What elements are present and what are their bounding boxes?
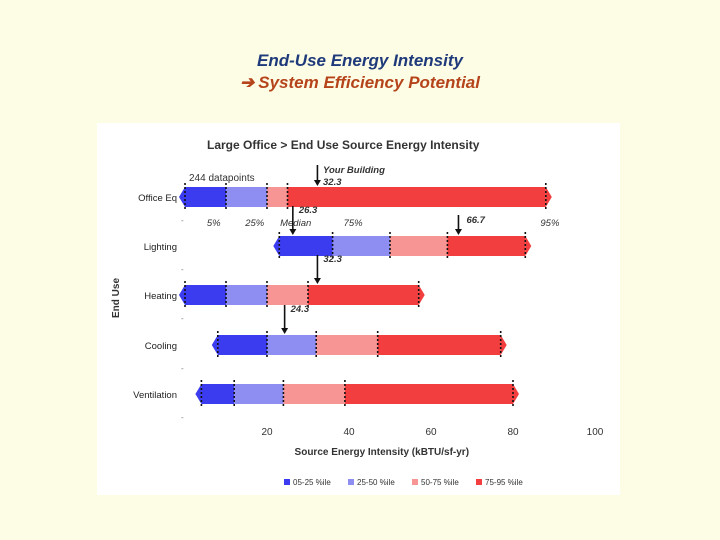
bar-segment-3: [267, 187, 288, 207]
category-label: Ventilation: [133, 390, 177, 401]
bar-right-arrow: [418, 285, 425, 305]
your-building-arrow-head: [313, 278, 321, 284]
your-building-arrow-head: [289, 229, 297, 235]
bar-segment-4: [447, 236, 526, 256]
your-building-value: 32.3: [323, 177, 342, 188]
your-building-arrow-head: [281, 328, 289, 334]
legend-swatch: [412, 479, 418, 485]
bar-segment-1: [185, 285, 226, 305]
legend-entry: 50-75 %ile: [421, 478, 459, 487]
bar-segment-2: [226, 187, 267, 207]
category-label: Heating: [144, 291, 177, 302]
your-building-value: 24.3: [290, 304, 310, 315]
legend-swatch: [476, 479, 482, 485]
x-tick-label: 20: [261, 427, 273, 438]
bar-segment-4: [344, 384, 513, 404]
bar-right-arrow: [513, 384, 519, 404]
bar-segment-2: [234, 384, 284, 404]
bar-segment-1: [217, 335, 267, 355]
x-axis-label: Source Energy Intensity (kBTU/sf-yr): [295, 447, 469, 458]
row-tick: -: [181, 216, 184, 225]
bar-right-arrow: [500, 335, 507, 355]
bar-segment-1: [279, 236, 333, 256]
x-tick-label: 100: [587, 427, 604, 438]
percentile-label: 25%: [244, 218, 265, 229]
marker-arrow-head: [454, 229, 462, 235]
bar-left-arrow: [179, 285, 185, 305]
category-label: Cooling: [145, 341, 177, 352]
bar-segment-3: [316, 335, 378, 355]
row-tick: -: [181, 314, 184, 323]
x-tick-label: 80: [507, 427, 519, 438]
bar-segment-3: [390, 236, 448, 256]
category-label: Office Eq: [138, 193, 177, 204]
bar-right-arrow: [525, 236, 532, 256]
legend-entry: 25-50 %ile: [357, 478, 395, 487]
chart-title: Large Office > End Use Source Energy Int…: [207, 138, 480, 152]
row-tick: -: [181, 413, 184, 422]
percentile-label: 5%: [207, 218, 221, 229]
marker-value-label: 66.7: [466, 215, 485, 226]
bar-segment-3: [267, 285, 308, 305]
bar-segment-2: [226, 285, 267, 305]
x-tick-label: 60: [425, 427, 437, 438]
percentile-label: 95%: [540, 218, 560, 229]
bar-segment-2: [267, 335, 317, 355]
right-arrow-icon: ➔: [240, 73, 255, 92]
percentile-label: 75%: [344, 218, 364, 229]
slide-title-line2-text: System Efficiency Potential: [258, 73, 480, 92]
chart-panel: Large Office > End Use Source Energy Int…: [97, 123, 620, 495]
category-label: Lighting: [144, 242, 177, 253]
bar-left-arrow: [195, 384, 202, 404]
bar-segment-3: [283, 384, 345, 404]
bar-left-arrow: [273, 236, 280, 256]
legend-entry: 75-95 %ile: [485, 478, 523, 487]
your-building-label: Your Building: [323, 165, 385, 176]
y-axis-label: End Use: [111, 278, 122, 318]
bar-left-arrow: [211, 335, 218, 355]
row-tick: -: [181, 364, 184, 373]
energy-intensity-chart: Large Office > End Use Source Energy Int…: [111, 138, 604, 487]
your-building-value: 32.3: [323, 254, 342, 265]
bar-segment-4: [287, 187, 546, 207]
legend-swatch: [284, 479, 290, 485]
x-tick-label: 40: [343, 427, 355, 438]
bar-segment-1: [185, 187, 226, 207]
datapoints-label: 244 datapoints: [189, 173, 255, 184]
percentile-label: Median: [280, 218, 311, 229]
bar-right-arrow: [545, 187, 552, 207]
your-building-arrow-head: [313, 180, 321, 186]
legend-swatch: [348, 479, 354, 485]
bar-segment-4: [377, 335, 501, 355]
legend-entry: 05-25 %ile: [293, 478, 331, 487]
slide-title-line2: ➔ System Efficiency Potential: [0, 73, 720, 93]
bar-segment-4: [308, 285, 419, 305]
bar-segment-2: [332, 236, 390, 256]
slide-title-line1: End-Use Energy Intensity: [257, 51, 463, 70]
bar-segment-1: [201, 384, 235, 404]
bar-left-arrow: [179, 187, 185, 207]
row-tick: -: [181, 265, 184, 274]
your-building-value: 26.3: [298, 205, 318, 216]
